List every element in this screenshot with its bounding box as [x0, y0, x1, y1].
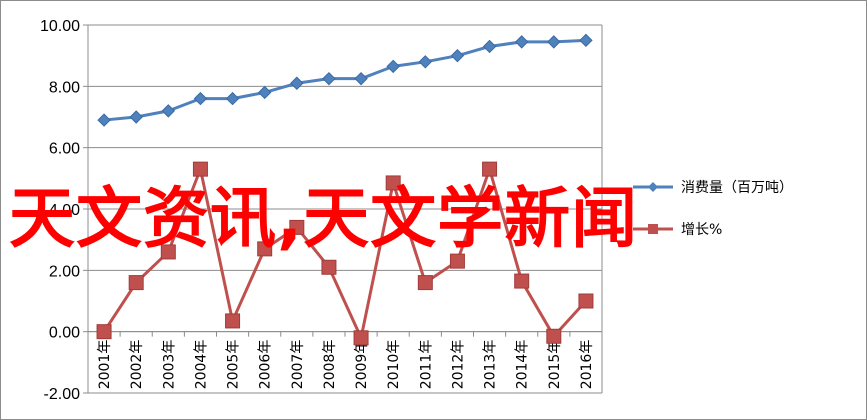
x-tick-label: 2004年	[193, 340, 209, 390]
y-tick-label: 4.00	[49, 202, 80, 219]
axes	[83, 24, 603, 394]
x-tick-label: 2013年	[483, 340, 499, 390]
data-point	[514, 35, 529, 49]
series-line	[103, 38, 587, 122]
y-tick-labels: -2.00 0.00 2.00 4.00 6.00 8.00 10.00	[40, 18, 80, 403]
data-point	[225, 313, 241, 329]
data-point	[578, 293, 594, 309]
x-tick-label: 2005年	[226, 340, 242, 390]
x-tick-label: 2001年	[97, 340, 113, 390]
data-point	[386, 59, 400, 74]
x-tick-label: 2003年	[161, 340, 177, 390]
data-point	[354, 71, 368, 86]
overlay-title: 天文资讯,天文学新闻	[9, 180, 639, 257]
data-point	[353, 330, 369, 346]
y-tick-label: 6.00	[49, 141, 80, 158]
data-point	[546, 328, 562, 344]
data-point	[418, 55, 433, 69]
series-2	[96, 161, 594, 346]
x-tick-label: 2010年	[386, 340, 402, 390]
data-point	[417, 275, 433, 291]
data-point	[385, 175, 401, 191]
x-tick-label: 2006年	[258, 340, 274, 390]
data-point	[160, 244, 176, 260]
legend-item: 消费量（百万吨）	[633, 180, 793, 196]
y-tick-label: 8.00	[49, 79, 80, 96]
x-tick-label: 2008年	[322, 340, 338, 390]
data-point	[514, 273, 530, 289]
data-point	[579, 33, 593, 48]
series-1	[97, 33, 593, 127]
legend-item: 增长%	[633, 222, 722, 238]
legend-label: 消费量（百万吨）	[681, 180, 793, 196]
data-point	[450, 48, 465, 63]
data-point	[96, 324, 112, 340]
data-point	[225, 91, 240, 106]
y-tick-label: 2.00	[49, 263, 80, 280]
data-point	[290, 76, 304, 90]
legend-label: 增长%	[681, 222, 722, 238]
x-tick-label: 2012年	[450, 340, 466, 390]
data-point	[257, 85, 272, 100]
x-tick-label: 2011年	[418, 340, 434, 390]
data-point	[449, 253, 465, 269]
y-tick-label: 10.00	[40, 18, 80, 35]
legend: 消费量（百万吨） 增长%	[633, 180, 793, 238]
data-point	[321, 259, 337, 275]
data-point	[289, 219, 305, 235]
data-point	[192, 161, 208, 177]
data-point	[482, 39, 497, 54]
y-tick-label: 0.00	[49, 325, 80, 342]
data-point	[129, 110, 143, 124]
data-point	[482, 161, 498, 177]
x-tick-label: 2016年	[579, 340, 595, 390]
data-point	[193, 91, 208, 106]
y-tick-label: -2.00	[44, 386, 81, 403]
data-point	[128, 275, 144, 291]
x-tick-label: 2015年	[547, 340, 563, 390]
x-tick-label: 2007年	[290, 340, 306, 390]
x-tick-label: 2009年	[354, 340, 370, 390]
legend-swatch-marker	[648, 224, 658, 234]
data-point	[547, 35, 561, 49]
data-point	[257, 241, 273, 257]
x-tick-label: 2014年	[515, 340, 531, 390]
data-point	[161, 104, 176, 118]
x-tick-label: 2002年	[129, 340, 145, 390]
series	[96, 33, 594, 346]
series-line	[102, 167, 588, 340]
x-tick-labels: 2001年 2002年 2003年 2004年 2005年 2006年 2007年 2008年…	[97, 340, 595, 390]
legend-swatch-marker	[648, 182, 658, 192]
data-point	[322, 71, 336, 86]
data-point	[97, 113, 111, 127]
